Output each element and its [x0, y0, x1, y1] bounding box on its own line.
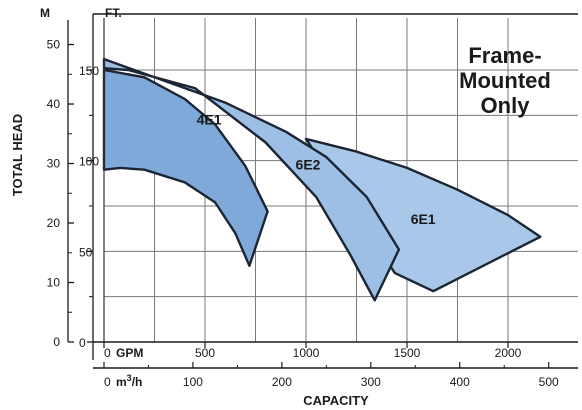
y-tick-label-m: 0	[53, 335, 60, 349]
x-axis-title: CAPACITY	[303, 393, 369, 408]
x-tick-label-gpm: 0	[104, 346, 111, 360]
x-unit-gpm: GPM	[116, 346, 143, 360]
region-6e2	[102, 57, 401, 302]
x-tick-label-gpm: 1500	[394, 346, 421, 360]
region-4e1	[102, 68, 269, 267]
x-tick-label-m3h: 500	[539, 375, 559, 389]
x-tick-label-m3h: 100	[183, 375, 203, 389]
x-tick-label-m3h: 300	[361, 375, 381, 389]
performance-regions	[102, 57, 542, 302]
region-label-6e2: 6E2	[296, 157, 321, 173]
y-tick-label-m: 20	[47, 216, 61, 230]
y-unit-m: M	[40, 6, 50, 20]
y-tick-label-ft: 50	[79, 245, 93, 259]
x-tick-label-m3h: 400	[450, 375, 470, 389]
y-tick-label-ft: 0	[79, 336, 86, 350]
y-tick-label-m: 30	[47, 157, 61, 171]
axes	[67, 13, 578, 369]
x-tick-label-gpm: 2000	[495, 346, 522, 360]
y-unit-ft: FT.	[105, 6, 122, 20]
x-unit-m3h: m3/h	[116, 373, 142, 389]
y-tick-label-ft: 100	[79, 155, 99, 169]
y-tick-label-m: 10	[47, 276, 61, 290]
region-label-6e1: 6E1	[411, 211, 436, 227]
frame-mounted-note: Frame-Mounted Only	[459, 43, 551, 118]
y-tick-label-m: 40	[47, 97, 61, 111]
region-6e1	[304, 137, 542, 293]
y-tick-label-m: 50	[47, 38, 61, 52]
x-tick-label-m3h: 0	[104, 375, 111, 389]
x-tick-label-gpm: 1000	[293, 346, 320, 360]
y-tick-label-ft: 150	[79, 64, 99, 78]
x-tick-label-m3h: 200	[272, 375, 292, 389]
x-tick-label-gpm: 500	[195, 346, 215, 360]
region-label-4e1: 4E1	[197, 111, 222, 127]
y-axis-title: TOTAL HEAD	[10, 114, 25, 196]
